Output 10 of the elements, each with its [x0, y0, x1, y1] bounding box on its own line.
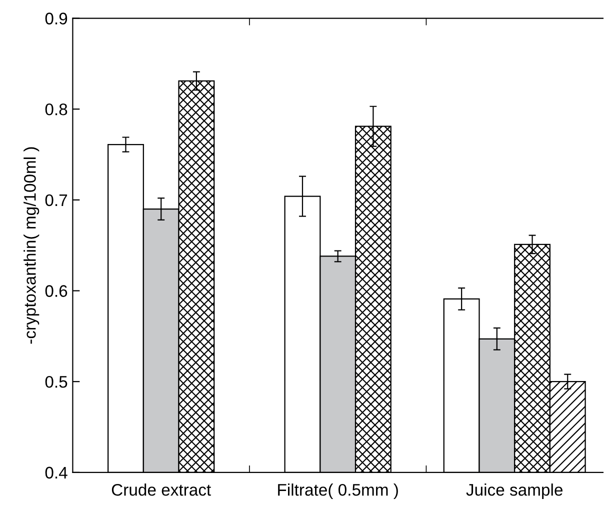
- x-tick-label: Filtrate( 0.5mm ): [278, 484, 398, 500]
- y-tick-label: 0.6: [45, 285, 68, 297]
- y-tick-label: 0.5: [45, 376, 68, 388]
- x-tick-label: Crude extract: [112, 484, 211, 496]
- y-tick-label: 0.4: [45, 466, 68, 479]
- y-axis-title: -cryptoxanthin( mg/100ml ): [24, 147, 40, 344]
- y-tick-label: 0.8: [45, 104, 68, 116]
- x-tick-label: Juice sample: [466, 484, 562, 500]
- y-tick-label: 0.9: [45, 12, 68, 24]
- y-tick-label: 0.7: [45, 194, 68, 206]
